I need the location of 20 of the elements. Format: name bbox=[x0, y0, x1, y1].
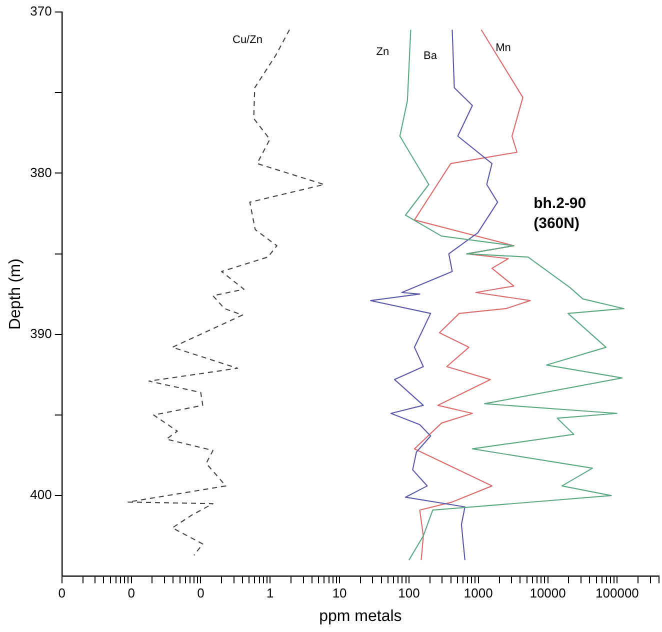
y-tick-label: 380 bbox=[30, 164, 52, 180]
y-tick-label: 370 bbox=[30, 4, 52, 19]
y-axis-title: Depth (m) bbox=[7, 258, 24, 330]
annotation: bh.2-90 (360N) bbox=[534, 194, 586, 232]
x-tick-label: 10000 bbox=[530, 586, 566, 601]
x-tick-label: 100000 bbox=[596, 586, 639, 601]
series-label: Mn bbox=[496, 42, 511, 54]
y-tick-label: 400 bbox=[30, 487, 52, 502]
x-tick-label: 1 bbox=[266, 586, 274, 601]
x-axis-title: ppm metals bbox=[319, 608, 402, 625]
x-tick-label: 0 bbox=[197, 586, 204, 601]
x-tick-label: 100 bbox=[398, 586, 420, 601]
series-label: Ba bbox=[423, 50, 438, 62]
y-tick-label: 390 bbox=[30, 326, 52, 341]
x-tick-label: 0 bbox=[58, 586, 66, 601]
series-label: Cu/Zn bbox=[232, 34, 262, 46]
x-tick-label: 0 bbox=[128, 586, 135, 601]
x-tick-label: 10 bbox=[332, 586, 347, 601]
series-label: Zn bbox=[376, 46, 390, 58]
x-tick-label: 1000 bbox=[464, 586, 493, 601]
